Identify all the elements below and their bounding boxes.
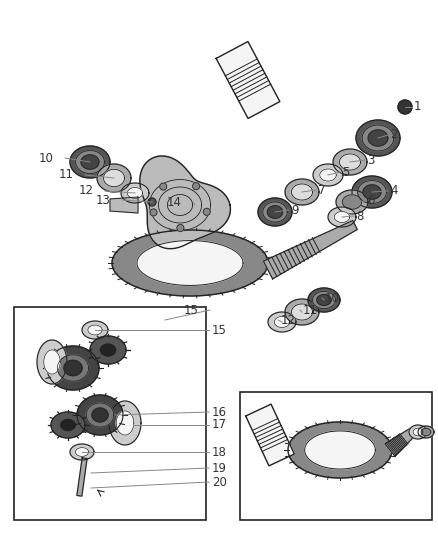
Text: 12: 12 [79,184,94,198]
Polygon shape [328,207,356,227]
Polygon shape [317,295,331,305]
Text: 4: 4 [390,184,398,198]
Polygon shape [313,164,343,186]
Text: 1: 1 [414,101,421,114]
Text: 14: 14 [167,196,182,208]
Polygon shape [127,188,143,198]
Polygon shape [47,346,99,390]
Circle shape [193,183,200,190]
Polygon shape [363,185,381,199]
Polygon shape [37,340,67,384]
Polygon shape [109,401,141,445]
Polygon shape [70,146,110,178]
Polygon shape [77,395,123,435]
Polygon shape [100,344,116,356]
Polygon shape [339,154,360,170]
Bar [14,307,206,520]
Polygon shape [81,155,99,169]
Polygon shape [137,240,243,286]
Text: 6: 6 [367,195,374,207]
Polygon shape [308,288,340,312]
Polygon shape [116,411,134,435]
Polygon shape [86,403,114,427]
Polygon shape [352,176,392,208]
Polygon shape [285,179,319,205]
Polygon shape [288,422,392,478]
Polygon shape [77,458,87,496]
Circle shape [160,183,167,190]
Polygon shape [51,412,85,438]
Text: 3: 3 [367,154,374,166]
Polygon shape [285,299,319,325]
Text: 10: 10 [325,292,340,304]
Polygon shape [246,404,294,466]
Polygon shape [268,312,296,332]
Text: 16: 16 [212,406,227,418]
Polygon shape [421,429,431,435]
Polygon shape [57,355,88,381]
Text: 19: 19 [212,462,227,474]
Text: 18: 18 [212,446,227,458]
Polygon shape [258,198,292,226]
Text: 12: 12 [281,313,296,327]
Polygon shape [343,195,362,209]
Text: 10: 10 [39,151,54,165]
Polygon shape [216,42,280,118]
Polygon shape [385,427,417,456]
Text: 8: 8 [356,209,364,222]
Polygon shape [64,360,82,376]
Text: 11: 11 [59,168,74,182]
Text: 9: 9 [291,204,299,216]
Polygon shape [90,336,126,364]
Polygon shape [97,164,131,192]
Text: 17: 17 [212,418,227,432]
Polygon shape [103,169,124,187]
Polygon shape [75,448,88,456]
Circle shape [148,198,156,206]
Polygon shape [362,125,394,151]
Polygon shape [312,292,336,309]
Polygon shape [267,206,283,219]
Polygon shape [291,184,313,200]
Polygon shape [334,212,350,222]
Polygon shape [305,431,375,469]
Polygon shape [291,304,313,320]
Polygon shape [44,350,60,374]
Polygon shape [110,197,138,213]
Text: 15: 15 [212,324,227,336]
Polygon shape [112,230,268,296]
Polygon shape [140,156,230,249]
Text: 5: 5 [342,166,350,179]
Circle shape [150,209,157,216]
Polygon shape [76,150,104,174]
Polygon shape [82,321,108,339]
Polygon shape [61,419,75,431]
Text: 7: 7 [318,183,325,197]
Polygon shape [356,120,400,156]
Bar [240,392,432,520]
Polygon shape [121,183,149,203]
Text: 13: 13 [96,193,111,206]
Text: 11: 11 [303,303,318,317]
Polygon shape [263,221,357,279]
Polygon shape [357,181,386,204]
Polygon shape [320,169,336,181]
Polygon shape [274,317,290,327]
Polygon shape [368,130,388,146]
Polygon shape [333,149,367,175]
Polygon shape [263,202,287,222]
Text: 2: 2 [390,128,398,141]
Circle shape [398,100,412,114]
Polygon shape [92,408,108,422]
Text: 15: 15 [184,303,199,317]
Circle shape [177,224,184,231]
Polygon shape [336,190,368,214]
Polygon shape [413,428,423,436]
Polygon shape [409,425,427,439]
Polygon shape [70,444,94,460]
Polygon shape [88,325,102,335]
Polygon shape [418,426,434,438]
Text: 20: 20 [212,475,227,489]
Circle shape [203,208,210,215]
